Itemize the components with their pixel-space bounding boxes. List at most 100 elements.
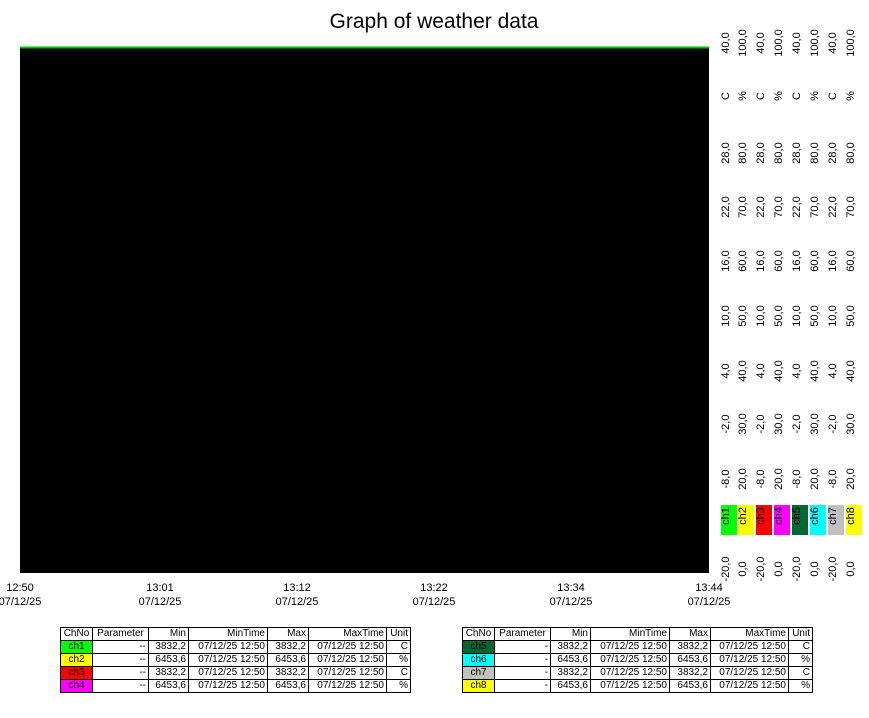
x-date-label: 07/12/25	[276, 596, 319, 608]
channel-swatch	[846, 505, 862, 535]
y-tick-label: 100,0	[737, 29, 749, 57]
table-cell: C	[788, 640, 813, 654]
table-cell: 3832,2	[267, 640, 309, 654]
y-tick-label: 28,0	[755, 142, 767, 163]
table-cell: C	[788, 666, 813, 680]
x-date-label: 07/12/25	[413, 596, 456, 608]
table-cell: 07/12/25 12:50	[590, 653, 670, 667]
y-tick-label: 30,0	[845, 413, 857, 434]
table-cell: C	[386, 666, 411, 680]
table-row: ch4 -- 6453,6 07/12/25 12:50 6453,6 07/12/25 …	[60, 679, 411, 693]
header-row: ChNo Parameter Min MinTime Max MaxTime Unit	[60, 627, 411, 641]
table-cell: 07/12/25 12:50	[590, 666, 670, 680]
table-cell: %	[386, 679, 411, 693]
table-cell: 07/12/25 12:50	[308, 666, 387, 680]
table-cell: %	[386, 653, 411, 667]
table-cell: -	[494, 666, 551, 680]
y-tick-label: 30,0	[773, 413, 785, 434]
y-tick-label: -8,0	[791, 470, 803, 489]
y-unit-label: %	[809, 91, 821, 101]
y-tick-label: 100,0	[845, 29, 857, 57]
y-tick-label: -2,0	[755, 415, 767, 434]
table-row: ch5-3832,2 07/12/25 12:50 3832,2 07/12/25 1…	[462, 640, 813, 654]
y-tick-label: 40,0	[827, 32, 839, 53]
x-time-label: 13:44	[695, 582, 723, 594]
y-tick-label: 40,0	[755, 32, 767, 53]
x-time-label: 13:34	[557, 582, 585, 594]
y-tick-label: 16,0	[755, 250, 767, 271]
y-tick-label: 0,0	[809, 561, 821, 576]
graph: Graph of weather data 12:50 07/12/25 13:01…	[0, 10, 862, 608]
y-tick-label: 50,0	[737, 305, 749, 326]
header-cell: Min	[550, 627, 591, 641]
y-tick-label: 70,0	[737, 196, 749, 217]
header-cell: Min	[148, 627, 189, 641]
y-tick-label: 60,0	[845, 250, 857, 271]
table-cell: 07/12/25 12:50	[188, 640, 268, 654]
y-tick-label: -2,0	[720, 415, 732, 434]
y-tick-label: 22,0	[791, 196, 803, 217]
table-cell: 07/12/25 12:50	[188, 653, 268, 667]
channel-cell: ch8	[462, 679, 495, 693]
table-cell: 3832,2	[148, 666, 189, 680]
y-tick-label: -8,0	[755, 470, 767, 489]
y-tick-label: 30,0	[737, 413, 749, 434]
y-tick-label: 22,0	[720, 196, 732, 217]
table-cell: 07/12/25 12:50	[188, 666, 268, 680]
y-tick-label: 10,0	[791, 305, 803, 326]
table-cell: 07/12/25 12:50	[308, 640, 387, 654]
table-cell: 07/12/25 12:50	[710, 653, 789, 667]
y-tick-label: 10,0	[827, 305, 839, 326]
table-cell: -	[494, 653, 551, 667]
table-cell: --	[92, 653, 149, 667]
y-tick-label: 22,0	[755, 196, 767, 217]
header-cell: MinTime	[590, 627, 670, 641]
table-cell: 6453,6	[669, 679, 711, 693]
channel-label: ch4	[773, 507, 785, 525]
channel-cell: ch4	[60, 679, 93, 693]
table-cell: 07/12/25 12:50	[590, 679, 670, 693]
x-date-label: 07/12/25	[139, 596, 182, 608]
y-unit-label: %	[845, 91, 857, 101]
x-date-label: 07/12/25	[0, 596, 41, 608]
channel-label: ch1	[720, 507, 732, 525]
header-cell: Parameter	[494, 627, 551, 641]
table-cell: 6453,6	[267, 679, 309, 693]
y-tick-label: 16,0	[720, 250, 732, 271]
y-tick-label: -8,0	[827, 470, 839, 489]
y-tick-label: 4,0	[791, 363, 803, 378]
table-cell: %	[788, 679, 813, 693]
y-tick-label: 70,0	[773, 196, 785, 217]
y-tick-label: 4,0	[755, 363, 767, 378]
table-cell: 3832,2	[550, 640, 591, 654]
header-cell: ChNo	[462, 627, 495, 641]
table-cell: 3832,2	[267, 666, 309, 680]
x-time-label: 12:50	[6, 582, 34, 594]
y-tick-label: 40,0	[809, 360, 821, 381]
x-date-label: 07/12/25	[688, 596, 731, 608]
y-tick-label: 28,0	[791, 142, 803, 163]
table-cell: %	[788, 653, 813, 667]
table-cell: 07/12/25 12:50	[188, 679, 268, 693]
y-unit-label: C	[720, 92, 732, 100]
y-unit-label: C	[755, 92, 767, 100]
y-tick-label: 30,0	[809, 413, 821, 434]
y-tick-label: -2,0	[827, 415, 839, 434]
header-cell: MinTime	[188, 627, 268, 641]
y-unit-label: C	[827, 92, 839, 100]
channel-swatch	[828, 505, 844, 535]
y-tick-label: 80,0	[773, 142, 785, 163]
table-row: ch3 -- 3832,2 07/12/25 12:50 3832,2 07/12/25 …	[60, 666, 411, 680]
y-tick-label: 100,0	[773, 29, 785, 57]
header-cell: ChNo	[60, 627, 93, 641]
y-tick-label: 40,0	[720, 32, 732, 53]
channel-swatch	[738, 505, 754, 535]
channel-label: ch8	[845, 507, 857, 525]
table-row: ch8-6453,6 07/12/25 12:50 6453,6 07/12/25 1…	[462, 679, 813, 693]
table-row: ch2 -- 6453,6 07/12/25 12:50 6453,6 07/12/25 …	[60, 653, 411, 667]
y-tick-label: 4,0	[827, 363, 839, 378]
channel-cell: ch2	[60, 653, 93, 667]
table-cell: --	[92, 666, 149, 680]
y-tick-label: 10,0	[720, 305, 732, 326]
